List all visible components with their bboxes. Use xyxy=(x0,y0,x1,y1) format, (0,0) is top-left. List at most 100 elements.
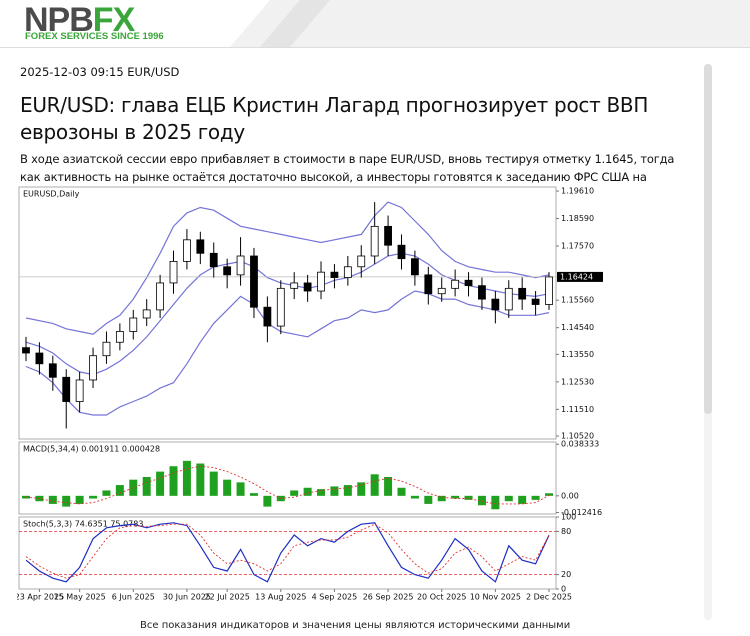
candle-body xyxy=(223,266,232,276)
bar xyxy=(303,487,312,496)
bar xyxy=(263,495,272,507)
y-tick-label: 80 xyxy=(561,527,571,536)
x-tick-label: 20 Oct 2025 xyxy=(417,593,466,602)
candle-body xyxy=(330,271,339,278)
x-tick-label: 26 Sep 2025 xyxy=(363,593,414,602)
bar xyxy=(437,495,446,502)
bar xyxy=(209,471,218,496)
panel-label: MACD(5,34,4) 0.001911 0.000428 xyxy=(23,445,160,454)
logo-text: FX xyxy=(92,1,135,39)
candle-body xyxy=(437,287,446,295)
candle-body xyxy=(115,331,124,343)
x-tick-label: 30 Jun 2025 xyxy=(163,593,211,602)
candle-body xyxy=(156,282,165,311)
series-line xyxy=(25,201,550,335)
candle-body xyxy=(35,352,44,365)
candle-body xyxy=(384,225,392,246)
candle-body xyxy=(303,282,312,292)
y-tick-label: 1.15560 xyxy=(561,296,594,305)
candle-body xyxy=(370,225,379,257)
bar xyxy=(491,495,500,510)
x-tick-label: 15 May 2025 xyxy=(54,593,106,602)
y-tick-label: 1.13550 xyxy=(561,350,594,359)
y-tick-label: 1.11510 xyxy=(561,405,594,414)
candle-body xyxy=(343,266,352,278)
bar xyxy=(48,495,57,504)
panel-frame xyxy=(18,441,557,515)
candle-body xyxy=(464,279,473,287)
candle-body xyxy=(424,274,433,295)
y-tick-label: 0.00 xyxy=(561,491,579,500)
bar xyxy=(545,493,553,496)
candle-body xyxy=(531,298,540,305)
series-line xyxy=(25,290,550,416)
y-tick-label: 20 xyxy=(561,570,571,579)
y-tick-label: 1.19610 xyxy=(561,187,594,196)
y-tick-label: 0 xyxy=(561,585,566,594)
panel-label: EURUSD,Daily xyxy=(23,190,80,199)
bar xyxy=(343,485,352,496)
series-line xyxy=(25,522,550,583)
bar xyxy=(410,495,419,499)
candle-body xyxy=(169,260,178,284)
y-tick-label: 1.18590 xyxy=(561,214,594,223)
bar xyxy=(451,495,460,499)
header: NPBFX FOREX SERVICES SINCE 1996 xyxy=(0,0,750,48)
current-price-label: 1.16424 xyxy=(560,272,593,281)
x-tick-label: 4 Sep 2025 xyxy=(312,593,358,602)
bar xyxy=(397,487,406,496)
article-title: EUR/USD: глава ЕЦБ Кристин Лагард прогно… xyxy=(20,93,649,144)
candle-body xyxy=(75,379,84,402)
candle-body xyxy=(545,276,553,305)
y-tick-label: 1.10520 xyxy=(561,432,594,441)
bar xyxy=(22,495,30,499)
bar xyxy=(142,476,151,496)
series-line xyxy=(25,523,550,579)
bar xyxy=(384,476,393,496)
chart: EURUSD,Daily 1.19610 1.18590 1.17570 1.15560… xyxy=(17,187,603,602)
bar xyxy=(424,495,433,504)
candle-body xyxy=(102,341,111,357)
candle-body xyxy=(250,255,258,308)
candle-body xyxy=(48,363,57,378)
bar xyxy=(317,489,326,496)
panel-label: Stoch(5,3,3) 74.6351 75.0783 xyxy=(23,520,143,529)
bar xyxy=(156,471,165,496)
candle-body xyxy=(410,258,419,276)
x-tick-label: 22 Jul 2025 xyxy=(205,593,250,602)
candle-body xyxy=(504,287,513,311)
y-tick-label: -0.012416 xyxy=(561,508,602,517)
bar xyxy=(504,495,513,502)
x-tick-label: 10 Nov 2025 xyxy=(470,593,521,602)
candle-body xyxy=(22,347,30,354)
bar xyxy=(75,495,84,504)
bar xyxy=(531,495,540,500)
logo[interactable]: NPBFX xyxy=(24,0,135,40)
y-tick-label: 100 xyxy=(561,513,576,522)
candle-body xyxy=(89,355,97,381)
candle-body xyxy=(209,252,218,268)
bar xyxy=(236,482,245,496)
candle-body xyxy=(183,239,191,262)
candle-body xyxy=(129,317,138,332)
candle-body xyxy=(142,309,151,319)
bar xyxy=(196,463,205,496)
candle-body xyxy=(317,271,325,292)
bar xyxy=(182,460,191,496)
candle-body xyxy=(276,287,285,327)
x-tick-label: 6 Jun 2025 xyxy=(112,593,155,602)
article-meta: 2025-12-03 09:15 EUR/USD xyxy=(20,65,180,79)
candle-body xyxy=(478,285,486,300)
caption: Все показания индикаторов и значения цен… xyxy=(140,620,571,631)
tagline: FOREX SERVICES SINCE 1996 xyxy=(25,31,164,42)
candle-body xyxy=(62,376,71,402)
bar xyxy=(477,495,486,506)
candle-body xyxy=(518,287,527,300)
bar xyxy=(330,486,339,496)
x-tick-label: 13 Aug 2025 xyxy=(255,593,306,602)
bar xyxy=(249,493,258,496)
bar xyxy=(115,485,124,496)
x-tick-label: 23 Apr 2025 xyxy=(17,593,64,602)
scrollbar[interactable] xyxy=(702,62,714,622)
header-decor xyxy=(230,0,750,47)
